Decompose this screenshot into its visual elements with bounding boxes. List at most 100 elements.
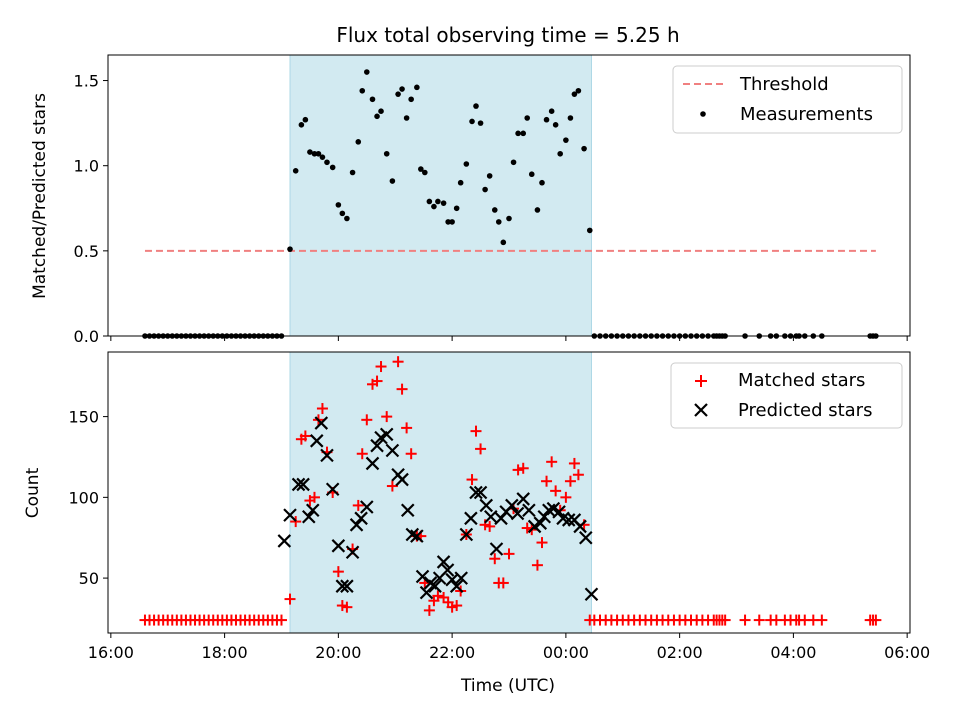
measurement-point [477, 120, 484, 126]
measurement-point [445, 219, 451, 225]
predicted-star-point [335, 579, 350, 593]
matched-star-point [401, 422, 413, 434]
matched-star-point [361, 414, 373, 426]
predicted-star-point [436, 555, 451, 569]
measurement-point [575, 87, 582, 94]
top-y-tick-label: 0.5 [74, 242, 99, 261]
legend-matched-swatch [695, 375, 707, 387]
measurement-point [486, 173, 493, 179]
x-tick-label: 02:00 [657, 643, 703, 662]
matched-star-point [466, 474, 478, 486]
predicted-star-point [505, 498, 519, 513]
top-shaded-span [289, 54, 592, 337]
measurement-point [324, 159, 330, 166]
predicted-star-point [552, 505, 566, 519]
matched-star-point [870, 614, 882, 626]
measurement-point [463, 161, 470, 167]
measurement-point [543, 116, 550, 123]
predicted-star-point [370, 438, 384, 453]
measurement-point [482, 186, 488, 193]
bottom-y-tick-label: 50 [79, 569, 99, 588]
matched-star-point [290, 516, 302, 528]
legend-measurements-swatch [700, 111, 706, 117]
top-y-axis-label: Matched/Predicted stars [30, 93, 50, 299]
measurement-point [571, 91, 578, 97]
measurement-point [287, 246, 293, 252]
predicted-star-point [345, 545, 360, 560]
legend-measurements-label: Measurements [740, 104, 873, 125]
measurement-point [319, 154, 326, 160]
predicted-star-point [473, 485, 488, 500]
predicted-star-point [428, 579, 442, 593]
matched-star-point [512, 464, 524, 476]
measurement-point [355, 139, 362, 145]
measurement-point [515, 130, 521, 137]
predicted-star-point [400, 503, 415, 518]
predicted-star-point [354, 511, 368, 526]
matched-star-point [308, 491, 320, 503]
matched-star-point [719, 614, 731, 626]
matched-star-point [568, 457, 580, 469]
measurement-point [586, 227, 593, 234]
measurement-point [344, 215, 350, 222]
measurement-point [408, 96, 414, 103]
predicted-star-point [283, 508, 297, 522]
measurement-point [383, 150, 390, 157]
measurement-point [491, 207, 498, 213]
matched-star-point [572, 469, 584, 481]
measurement-point [510, 159, 517, 166]
measurement-point [500, 239, 507, 246]
measurement-point [298, 122, 305, 128]
matched-star-point [341, 601, 353, 613]
figure-title: Flux total observing time = 5.25 h [336, 23, 679, 47]
x-tick-label: 16:00 [88, 643, 134, 662]
measurement-point [374, 113, 380, 120]
predicted-star-point [349, 518, 364, 532]
measurement-point [524, 115, 531, 121]
x-tick-label: 20:00 [315, 643, 361, 662]
x-tick-label: 18:00 [202, 643, 248, 662]
measurement-point [395, 91, 401, 97]
x-tick-label: 00:00 [543, 643, 589, 662]
predicted-star-point [454, 571, 468, 585]
measurement-point [557, 150, 563, 157]
matched-star-point [517, 462, 529, 474]
matched-star-point [497, 577, 509, 589]
measurement-point [548, 108, 555, 114]
predicted-star-point [314, 416, 329, 430]
measurement-point [339, 210, 346, 217]
x-tick-label: 06:00 [884, 643, 930, 662]
top-legend-box [672, 65, 903, 134]
matched-star-point [564, 475, 576, 487]
predicted-star-point [449, 579, 464, 593]
measurement-point [520, 130, 527, 137]
x-tick-label: 22:00 [429, 643, 475, 662]
top-y-tick-label: 0.0 [74, 327, 99, 346]
matched-star-point [489, 553, 501, 565]
predicted-star-point [320, 448, 334, 463]
bottom-plot-frame [107, 351, 911, 634]
measurement-point [426, 198, 433, 205]
measurement-point [378, 108, 384, 114]
measurement-point [563, 137, 569, 143]
measurement-point [414, 84, 420, 91]
predicted-star-point [561, 513, 576, 527]
legend-matched-label: Matched stars [738, 370, 865, 391]
matched-star-point [560, 491, 572, 503]
matched-star-point [546, 456, 558, 468]
measurement-point [506, 215, 512, 222]
predicted-star-point [459, 527, 474, 542]
predicted-star-point [410, 529, 424, 543]
matched-star-point [332, 566, 344, 578]
bottom-panel: 50 100 150 16:00 18:00 20:00 22:00 00:00 02:00 0… [23, 351, 930, 696]
matched-star-point [405, 448, 417, 460]
predicted-star-point [296, 477, 310, 492]
predicted-star-point [340, 579, 354, 593]
measurement-point [403, 115, 410, 121]
top-x-ticks [110, 336, 908, 341]
predicted-star-point [533, 516, 548, 530]
matched-star-point [284, 593, 296, 605]
matched-star-point [386, 480, 398, 492]
matched-star-point [470, 425, 482, 437]
top-observing-span [289, 54, 592, 337]
